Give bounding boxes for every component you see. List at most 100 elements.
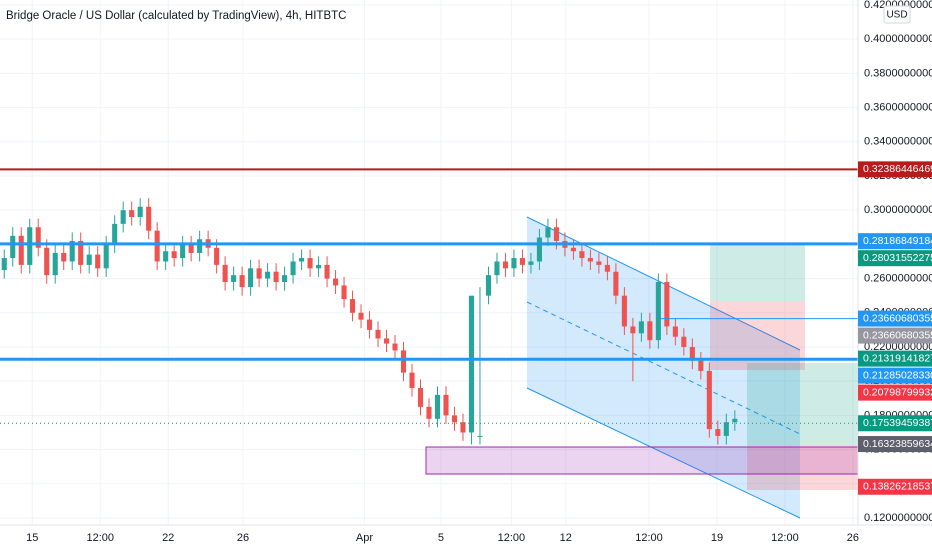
candle-body [324, 264, 330, 279]
candles [1, 198, 738, 445]
candle-body [120, 210, 126, 224]
channel-bottom [526, 387, 801, 519]
candle-body [366, 319, 373, 330]
candle-body [154, 230, 160, 262]
candle-body [519, 258, 525, 265]
candle-body [681, 336, 687, 347]
candle-body [511, 258, 517, 269]
candle-body [698, 360, 704, 371]
candle-body [715, 429, 721, 436]
y-tick-label: 0.4000000000 [864, 33, 932, 45]
price-tag-label: 0.28031552275 [863, 252, 932, 264]
x-tick-label: 5 [438, 532, 444, 544]
price-tag [858, 384, 932, 401]
levels [0, 168, 858, 424]
candle-body [664, 281, 670, 327]
candle-body [1, 258, 7, 271]
candle-body [587, 258, 593, 262]
price-tag [858, 478, 932, 495]
x-tick-label: 12:00 [771, 532, 799, 544]
x-tick-label: 12 [560, 532, 572, 544]
y-tick-label: 0.3600000000 [864, 101, 932, 113]
candle-body [349, 299, 356, 313]
candle-body [621, 295, 627, 327]
price-tag [858, 310, 932, 327]
candle-body [638, 321, 644, 334]
candle-body [409, 372, 415, 389]
candle-body [86, 254, 92, 265]
currency: USD [886, 10, 907, 21]
candle-body [163, 251, 169, 262]
zone [425, 446, 859, 475]
candle-body [732, 418, 738, 423]
x-tick-label: 26 [237, 532, 249, 544]
price-tag-label: 0.32386446469 [863, 163, 932, 175]
candle-body [146, 206, 152, 231]
candle-body [282, 275, 288, 282]
candle-body [307, 258, 313, 269]
candle-body [494, 261, 500, 276]
x-tick-label: 12:00 [86, 532, 114, 544]
x-tick-label: 15 [26, 532, 38, 544]
price-tag-label: 0.20798799932 [863, 386, 932, 398]
x-tick-label: 12:00 [498, 532, 526, 544]
candle-body [273, 271, 279, 282]
candle-body [689, 346, 695, 361]
price-tag [858, 436, 932, 453]
candle-body [299, 258, 305, 262]
candle-body [630, 326, 636, 334]
price-tag [858, 161, 932, 178]
candle-body [129, 210, 135, 218]
candle-body [239, 275, 245, 288]
price-tag-label: 0.17539459387 [863, 417, 932, 429]
price-tag-label: 0.16323859634 [863, 438, 932, 450]
candle-body [647, 321, 653, 341]
drawings [425, 216, 859, 519]
candle-body [265, 271, 271, 279]
candle-body [188, 244, 194, 253]
candle-body [604, 264, 610, 272]
channel-fill [527, 217, 800, 518]
candle-body [672, 326, 678, 337]
x-tick-label: 26 [847, 532, 859, 544]
price-tag-label: 0.23660680355 [863, 329, 932, 341]
price-tag [858, 327, 932, 344]
price-tag [858, 415, 932, 432]
candle-body [95, 254, 101, 269]
y-tick-label: 0.2200000000 [864, 341, 932, 353]
candle-body [248, 268, 254, 288]
candle-body [27, 227, 33, 265]
candle-body [392, 343, 398, 351]
candle-body [103, 244, 109, 269]
candle-body [171, 251, 177, 259]
y-tick-label: 0.3000000000 [864, 204, 932, 216]
candle-body [214, 247, 220, 265]
price-tag [858, 350, 932, 367]
x-tick-label: 19 [711, 532, 723, 544]
position-profit [710, 245, 805, 301]
candle-body [426, 406, 432, 419]
price-tag-label: 0.28186849184 [863, 235, 932, 247]
candle-body [570, 247, 576, 252]
candle-body [222, 264, 228, 282]
candle-body [316, 264, 322, 269]
candle-body [553, 227, 559, 241]
x-tick-label: 12:00 [635, 532, 663, 544]
candle-body [383, 338, 390, 344]
candle-body [477, 435, 483, 437]
candle-body [485, 275, 492, 296]
candle-body [18, 235, 24, 265]
price-tag-label: 0.21285028330 [863, 369, 932, 381]
candle-body [333, 278, 339, 286]
candle-body [69, 240, 75, 262]
y-tick-label: 0.1200000000 [864, 512, 932, 524]
candle-body [417, 388, 424, 407]
candle-body [613, 271, 619, 296]
candle-body [451, 415, 458, 423]
currency-badge[interactable] [883, 5, 911, 24]
position-loss [747, 445, 858, 490]
candle-body [443, 394, 449, 416]
candle-body [596, 261, 602, 265]
